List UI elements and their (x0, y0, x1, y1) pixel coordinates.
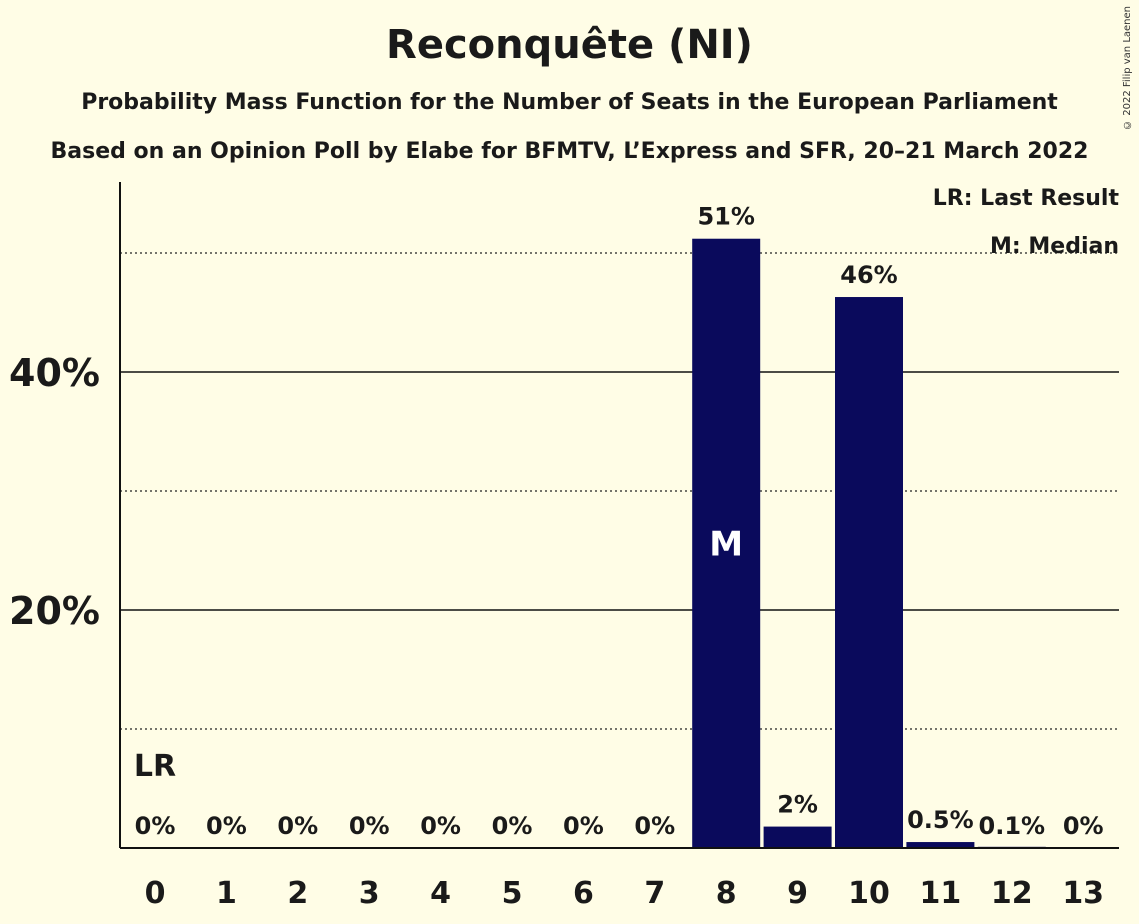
x-tick-label: 3 (359, 876, 380, 911)
bar (906, 842, 975, 848)
x-tick-label: 7 (644, 876, 665, 911)
x-tick-label: 8 (716, 876, 737, 911)
bar (692, 238, 761, 849)
bar (835, 297, 903, 848)
bar (763, 826, 832, 848)
legend-median: M: Median (990, 234, 1119, 259)
x-tick-label: 1 (216, 876, 237, 911)
median-marker: M (709, 524, 743, 564)
x-tick-label: 4 (430, 876, 451, 911)
bar-value-label: 0% (420, 812, 461, 840)
last-result-marker: LR (134, 749, 176, 784)
chart-title: Reconquête (NI) (386, 22, 753, 68)
x-tick-label: 9 (787, 876, 808, 911)
bar-value-label: 0% (634, 812, 675, 840)
bar-value-label: 51% (697, 203, 754, 231)
legend-last-result: LR: Last Result (932, 186, 1119, 211)
x-tick-label: 11 (920, 876, 962, 911)
bar-value-label: 0% (349, 812, 390, 840)
x-tick-label: 0 (145, 876, 166, 911)
bar-value-label: 46% (840, 261, 897, 289)
bar-value-label: 0% (277, 812, 318, 840)
bar-value-label: 0% (1063, 812, 1104, 840)
bar-value-label: 0% (563, 812, 604, 840)
y-tick-label: 40% (9, 351, 100, 395)
bar-value-label: 0% (206, 812, 247, 840)
x-tick-label: 6 (573, 876, 594, 911)
x-tick-label: 2 (287, 876, 308, 911)
bar-value-label: 0.1% (979, 812, 1046, 840)
bar-value-label: 0% (492, 812, 533, 840)
x-tick-label: 10 (848, 876, 890, 911)
y-tick-label: 20% (9, 589, 100, 633)
chart-source-line: Based on an Opinion Poll by Elabe for BF… (50, 139, 1089, 164)
bar-value-label: 0% (135, 812, 176, 840)
chart-subtitle: Probability Mass Function for the Number… (81, 90, 1058, 115)
bar-value-label: 2% (777, 791, 818, 819)
bar-value-label: 0.5% (907, 806, 974, 834)
x-tick-label: 5 (502, 876, 523, 911)
x-tick-label: 12 (991, 876, 1033, 911)
x-tick-label: 13 (1062, 876, 1104, 911)
